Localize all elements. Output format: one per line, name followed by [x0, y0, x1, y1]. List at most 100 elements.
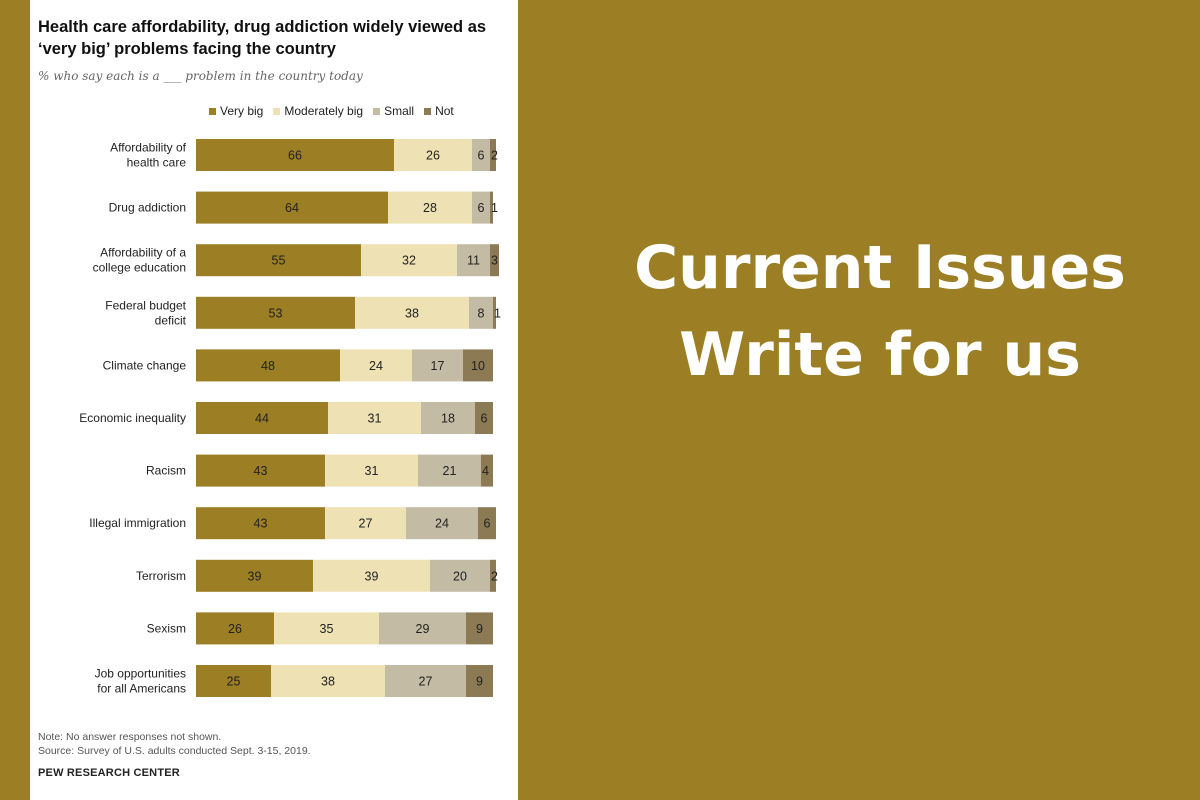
bar-segment — [196, 244, 361, 277]
bar-segment — [361, 244, 457, 277]
bar-value-label: 26 — [426, 149, 440, 163]
bar-segment — [418, 454, 481, 487]
bar-segment — [475, 402, 493, 434]
bar-segment — [328, 402, 421, 434]
chart-subtitle: % who say each is a ___ problem in the c… — [38, 69, 363, 83]
bar-value-label: 35 — [320, 622, 334, 636]
bar-segment — [325, 507, 406, 540]
bar-segment — [196, 191, 388, 224]
category-label: Illegal immigration — [89, 516, 186, 530]
legend-label: Very big — [220, 104, 264, 118]
bar-value-label: 10 — [471, 359, 485, 373]
bar-value-label: 8 — [478, 306, 485, 320]
bar-segment — [472, 139, 490, 171]
bar-segment — [412, 349, 463, 382]
bar-row: Illegal immigration 43 27 24 6 — [89, 507, 496, 540]
bar-value-label: 9 — [476, 675, 483, 689]
bar-value-label: 17 — [431, 359, 445, 373]
category-label: Job opportunities for all Americans — [95, 667, 186, 696]
bar-segment — [466, 612, 493, 645]
legend-swatch — [424, 107, 432, 115]
bar-segment — [196, 454, 325, 487]
bar-segment — [388, 191, 472, 224]
bar-value-label: 38 — [321, 675, 335, 689]
legend-swatch — [373, 107, 381, 115]
bar-row: Federal budget deficit 53 38 8 1 — [105, 296, 501, 329]
bar-value-label: 2 — [491, 149, 498, 163]
bar-value-label: 66 — [288, 149, 302, 163]
bar-value-label: 31 — [368, 412, 382, 426]
bar-segment — [271, 665, 385, 697]
chart-note: Note: No answer responses not shown. — [38, 731, 222, 743]
category-label: Affordability of a college education — [93, 246, 187, 275]
bar-value-label: 48 — [261, 359, 275, 373]
bar-value-label: 28 — [423, 201, 437, 215]
bar-segment — [196, 559, 313, 592]
bar-value-label: 64 — [285, 201, 299, 215]
bar-value-label: 21 — [443, 464, 457, 478]
bar-value-label: 4 — [482, 464, 489, 478]
bar-value-label: 39 — [248, 569, 262, 583]
bar-segment — [394, 139, 472, 171]
bar-segment — [379, 612, 466, 645]
bar-segment — [340, 349, 412, 382]
bar-row: Job opportunities for all Americans 25 38 27… — [95, 665, 493, 697]
bar-value-label: 6 — [478, 201, 485, 215]
bar-segment — [490, 191, 493, 224]
legend-label: Moderately big — [284, 104, 364, 118]
category-label: Federal budget deficit — [105, 298, 186, 327]
bar-value-label: 39 — [365, 569, 379, 583]
bar-segment — [355, 296, 469, 329]
bar-segment — [196, 349, 340, 382]
bar-segment — [274, 612, 379, 645]
headline-line-2: Write for us — [679, 320, 1081, 390]
category-label: Drug addiction — [109, 201, 186, 215]
bar-value-label: 44 — [255, 412, 269, 426]
bar-value-label: 6 — [484, 517, 491, 531]
category-label: Climate change — [103, 358, 187, 372]
bar-segment — [196, 296, 355, 329]
bar-segment — [490, 139, 496, 171]
bar-value-label: 31 — [365, 464, 379, 478]
bar-value-label: 9 — [476, 622, 483, 636]
bar-value-label: 6 — [478, 149, 485, 163]
bar-row: Affordability of a college education 55 32 1… — [93, 244, 499, 277]
brand-name: PEW RESEARCH CENTER — [38, 767, 180, 779]
bar-row: Sexism 26 35 29 9 — [147, 612, 493, 645]
legend-item-3: Not — [424, 104, 454, 118]
bar-segment — [469, 296, 493, 329]
bar-row: Climate change 48 24 17 10 — [103, 349, 493, 382]
bar-value-label: 55 — [272, 254, 286, 268]
bar-segment — [313, 559, 430, 592]
bar-value-label: 3 — [491, 254, 498, 268]
bar-segment — [196, 507, 325, 540]
bar-value-label: 6 — [481, 412, 488, 426]
legend-item-2: Small — [373, 104, 414, 118]
bar-segment — [196, 665, 271, 697]
bar-segment — [196, 612, 274, 645]
bar-row: Racism 43 31 21 4 — [146, 454, 493, 487]
bar-value-label: 38 — [405, 306, 419, 320]
bar-segment — [490, 559, 496, 592]
bar-segment — [421, 402, 475, 434]
chart-title: Health care affordability, drug addictio… — [38, 18, 487, 58]
bar-value-label: 11 — [467, 254, 480, 268]
bar-value-label: 26 — [228, 622, 242, 636]
chart-panel: Health care affordability, drug addictio… — [30, 0, 518, 800]
bar-segment — [406, 507, 478, 540]
bar-segment — [325, 454, 418, 487]
bar-segment — [490, 244, 499, 277]
bar-value-label: 43 — [254, 464, 268, 478]
legend-item-1: Moderately big — [273, 104, 363, 118]
chart-source: Source: Survey of U.S. adults conducted … — [38, 745, 311, 757]
bar-value-label: 1 — [491, 201, 498, 215]
headline-line-1: Current Issues — [634, 233, 1126, 303]
legend-item-0: Very big — [209, 104, 263, 118]
bar-value-label: 27 — [419, 675, 433, 689]
bar-value-label: 25 — [227, 675, 241, 689]
bar-segment — [196, 139, 394, 171]
bar-segment — [466, 665, 493, 697]
bar-segment — [430, 559, 490, 592]
bar-value-label: 24 — [435, 517, 449, 531]
